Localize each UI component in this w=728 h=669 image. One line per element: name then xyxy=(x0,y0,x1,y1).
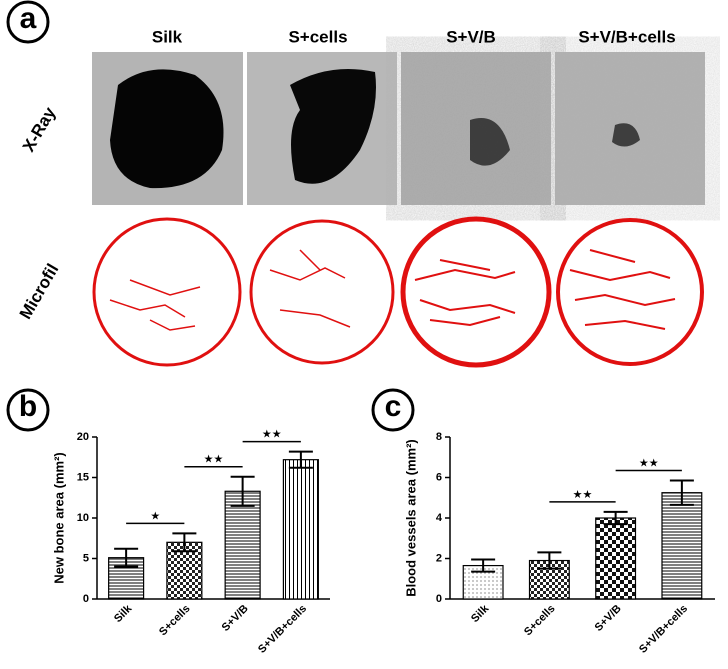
y-axis-label: New bone area (mm²) xyxy=(51,452,66,583)
significance-label: ★★ xyxy=(639,457,659,469)
y-tick-label: 0 xyxy=(436,593,442,605)
x-tick-label: S+cells xyxy=(157,603,193,639)
panel-label: c xyxy=(385,390,402,423)
bar xyxy=(224,490,261,600)
column-header: S+cells xyxy=(288,27,347,46)
microfil-images xyxy=(92,216,704,368)
column-header: Silk xyxy=(152,27,183,46)
panel-label: a xyxy=(20,2,37,35)
x-tick-label: Silk xyxy=(112,602,135,625)
error-bar xyxy=(471,558,496,573)
bar xyxy=(661,492,703,600)
panel-label: b xyxy=(19,390,37,423)
y-tick-label: 5 xyxy=(83,552,89,564)
x-tick-label: S+V/B+cells xyxy=(637,603,690,656)
y-tick-label: 6 xyxy=(436,471,442,483)
significance-label: ★★ xyxy=(204,454,224,466)
significance-label: ★ xyxy=(150,510,160,522)
column-header: S+V/B xyxy=(446,27,496,46)
bar xyxy=(595,517,637,600)
x-tick-label: Silk xyxy=(469,602,492,625)
row-label: X-Ray xyxy=(19,103,60,155)
error-bar xyxy=(114,547,139,568)
y-tick-label: 10 xyxy=(77,512,89,524)
x-tick-label: S+V/B xyxy=(593,603,624,634)
xray-images xyxy=(92,52,705,205)
y-tick-label: 4 xyxy=(436,512,443,524)
y-tick-label: 8 xyxy=(436,431,442,443)
panel-b-label: b xyxy=(6,388,50,432)
significance-label: ★★ xyxy=(262,428,282,440)
x-tick-label: S+V/B xyxy=(220,603,251,634)
error-bar xyxy=(230,475,255,507)
significance-label: ★★ xyxy=(573,489,593,501)
y-tick-label: 15 xyxy=(77,471,89,483)
column-header: S+V/B+cells xyxy=(578,27,675,46)
row-label: Microfil xyxy=(16,261,63,323)
error-bar xyxy=(288,450,313,469)
x-tick-label: S+V/B+cells xyxy=(256,603,309,656)
y-tick-label: 20 xyxy=(77,431,89,443)
y-tick-label: 0 xyxy=(83,593,89,605)
error-bar xyxy=(172,532,197,553)
y-axis-label: Blood vessels area (mm²) xyxy=(403,439,418,597)
y-tick-label: 2 xyxy=(436,552,442,564)
bar xyxy=(282,459,319,600)
error-bar xyxy=(603,510,628,526)
panel-a-label: a xyxy=(6,0,50,44)
panel-c-label: c xyxy=(371,388,415,432)
error-bar xyxy=(537,551,562,570)
x-tick-label: S+cells xyxy=(522,603,558,639)
error-bar xyxy=(669,479,694,506)
